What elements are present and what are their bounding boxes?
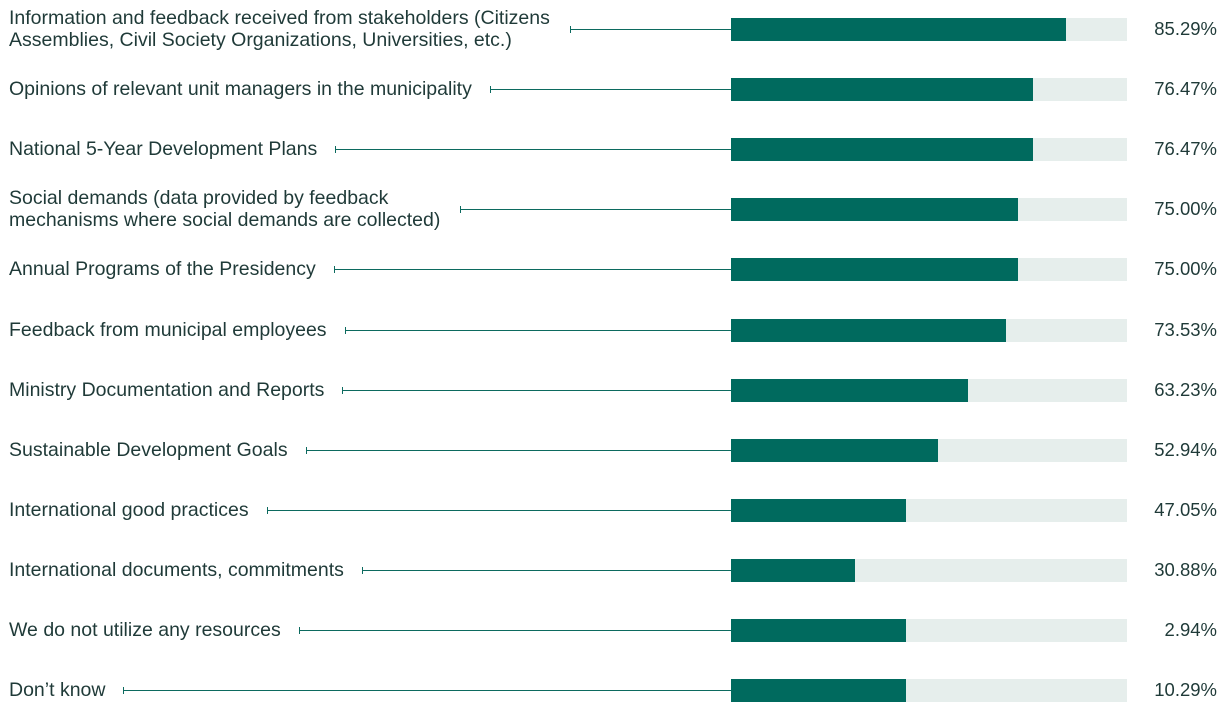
chart-row: We do not utilize any resources 2.94% — [0, 607, 1228, 653]
category-label: Feedback from municipal employees — [9, 318, 327, 341]
category-label: Social demands (data provided by feedbac… — [9, 187, 441, 232]
value-label: 76.47% — [1154, 138, 1217, 160]
value-label: 73.53% — [1154, 318, 1217, 340]
chart-row: Opinions of relevant unit managers in th… — [0, 66, 1228, 112]
value-label: 63.23% — [1154, 378, 1217, 400]
bar — [731, 318, 1007, 342]
value-label: 2.94% — [1164, 619, 1217, 640]
leader-line — [342, 389, 731, 391]
category-label: Annual Programs of the Presidency — [9, 258, 316, 281]
chart-row: National 5-Year Development Plans 76.47% — [0, 126, 1228, 172]
leader-line-cap — [361, 566, 363, 574]
leader-line — [305, 449, 731, 451]
bar-track — [731, 258, 1127, 282]
bar — [731, 619, 907, 642]
bar-track — [731, 138, 1127, 162]
category-label: Ministry Documentation and Reports — [9, 378, 325, 401]
leader-line-cap — [460, 206, 462, 214]
bar-track — [731, 78, 1127, 102]
bar-track — [731, 558, 1127, 582]
leader-line — [460, 209, 731, 211]
chart-row: International good practices 47.05% — [0, 487, 1228, 533]
category-label: International documents, commitments — [9, 558, 344, 581]
bar-track — [731, 198, 1127, 222]
leader-line — [335, 149, 731, 151]
bar — [731, 438, 938, 462]
value-label: 85.29% — [1154, 18, 1217, 39]
chart-row: Don’t know 10.29% — [0, 667, 1228, 713]
chart-row: Information and feedback received from s… — [0, 6, 1228, 52]
bar — [731, 679, 907, 703]
category-label: National 5-Year Development Plans — [9, 138, 318, 161]
leader-line — [333, 269, 731, 271]
bar — [731, 198, 1019, 222]
bar-track — [731, 378, 1127, 402]
leader-line — [123, 690, 731, 692]
chart-row: Annual Programs of the Presidency 75.00% — [0, 246, 1228, 292]
bar-track — [731, 619, 1127, 642]
leader-line-cap — [335, 146, 337, 154]
leader-line — [569, 29, 731, 30]
chart-row: Social demands (data provided by feedbac… — [0, 186, 1228, 232]
chart-row: Ministry Documentation and Reports 63.23% — [0, 367, 1228, 413]
leader-line-cap — [489, 86, 491, 94]
bar-track — [731, 498, 1127, 522]
category-label: Information and feedback received from s… — [9, 7, 550, 51]
leader-line-cap — [123, 687, 125, 695]
value-label: 47.05% — [1154, 498, 1217, 520]
bar — [731, 18, 1067, 41]
category-label: We do not utilize any resources — [9, 619, 281, 641]
bar — [731, 138, 1034, 162]
value-label: 10.29% — [1154, 679, 1217, 701]
chart-row: Feedback from municipal employees 73.53% — [0, 307, 1228, 353]
leader-line — [266, 509, 731, 511]
bar-track — [731, 679, 1127, 703]
value-label: 30.88% — [1154, 558, 1217, 580]
bar — [731, 78, 1034, 102]
bar — [731, 258, 1019, 282]
bar-track — [731, 318, 1127, 342]
leader-line-cap — [333, 266, 335, 274]
value-label: 52.94% — [1154, 438, 1217, 460]
bar — [731, 558, 855, 582]
bar — [731, 498, 907, 522]
leader-line-cap — [305, 446, 307, 454]
leader-line-cap — [344, 326, 346, 334]
leader-line — [344, 329, 731, 331]
category-label: Opinions of relevant unit managers in th… — [9, 78, 472, 101]
leader-line-cap — [569, 26, 571, 33]
chart-row: International documents, commitments 30.8… — [0, 547, 1228, 593]
bar — [731, 378, 968, 402]
category-label: Don’t know — [9, 679, 106, 702]
bar-track — [731, 18, 1127, 41]
category-label: International good practices — [9, 498, 249, 521]
chart-row: Sustainable Development Goals 52.94% — [0, 427, 1228, 473]
value-label: 75.00% — [1154, 258, 1217, 280]
category-label: Sustainable Development Goals — [9, 438, 288, 461]
leader-line-cap — [298, 627, 300, 634]
leader-line — [298, 630, 731, 631]
leader-line — [489, 89, 731, 91]
value-label: 76.47% — [1154, 78, 1217, 100]
leader-line — [361, 569, 731, 571]
leader-line-cap — [342, 386, 344, 394]
bar-track — [731, 438, 1127, 462]
leader-line-cap — [266, 506, 268, 514]
value-label: 75.00% — [1154, 198, 1217, 220]
